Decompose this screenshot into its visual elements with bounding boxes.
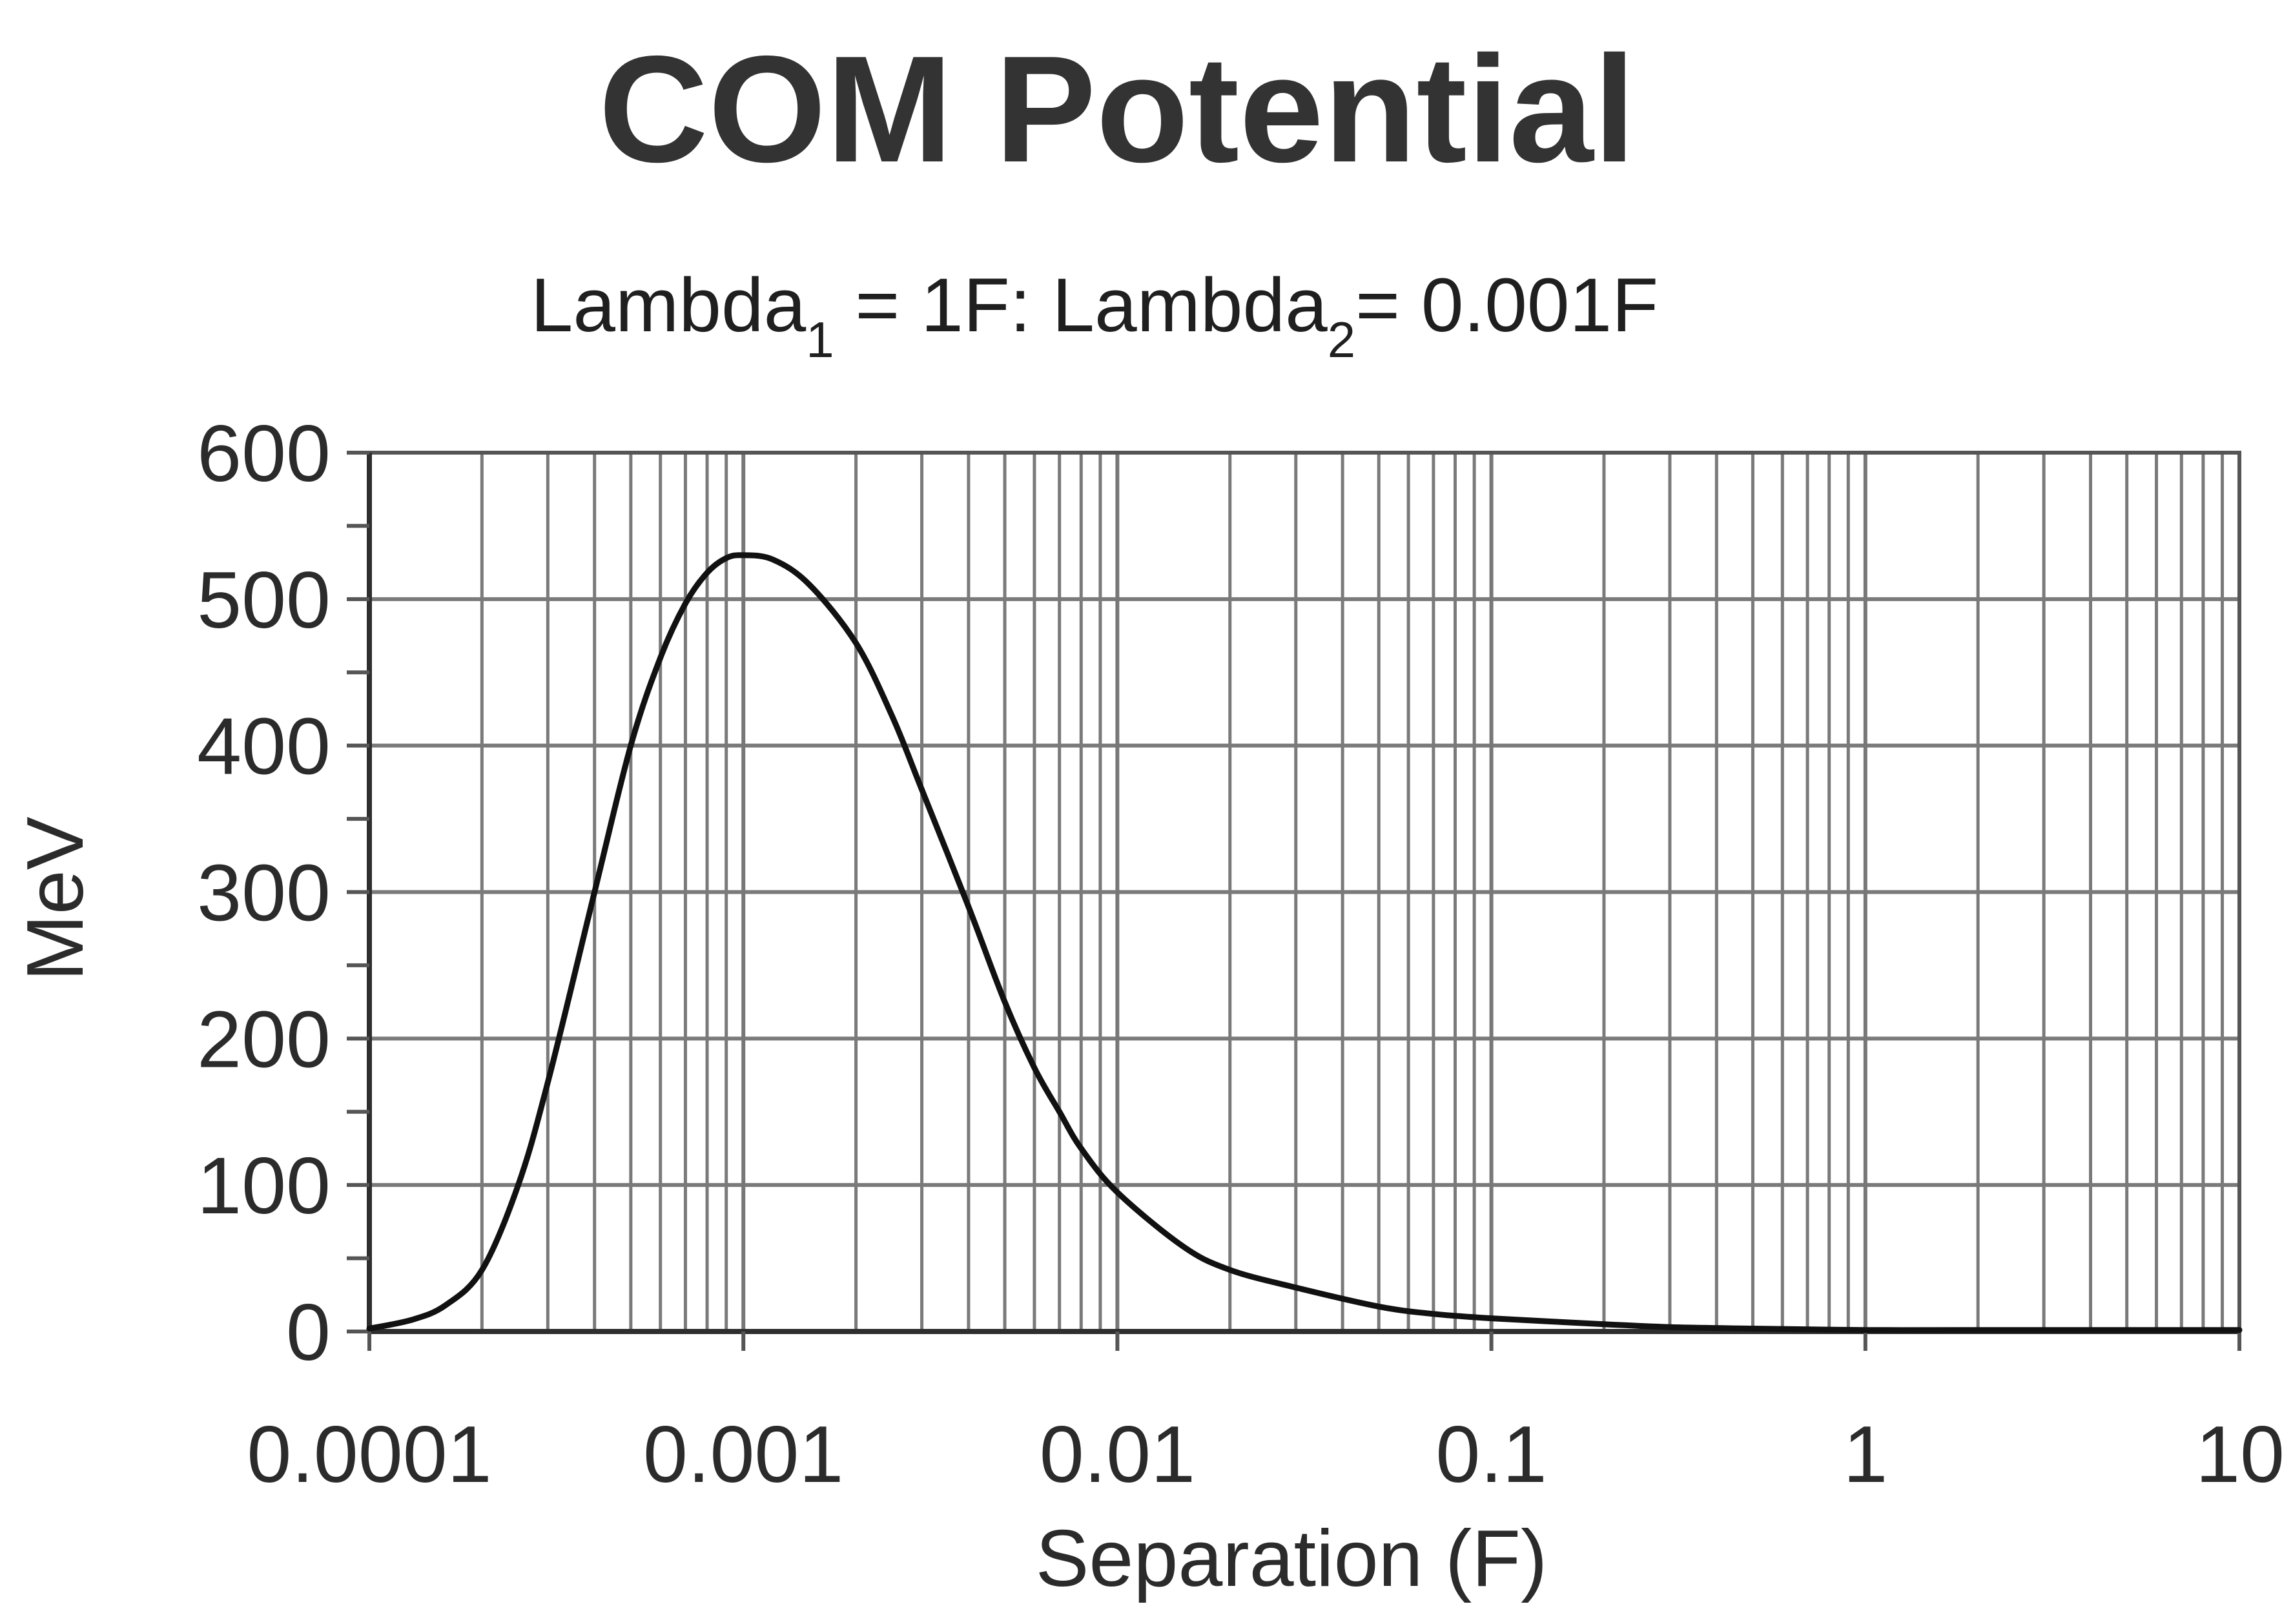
x-tick-label: 0.001 (643, 1410, 843, 1499)
series-line (366, 552, 2243, 1333)
subtitle-subscript-1: 1 (806, 311, 834, 368)
chart-subtitle: Lambda1 = 1F: Lambda2= 0.001F (531, 263, 1658, 368)
x-axis-ticks: 0.0001 0.001 0.01 0.1 1 10 (247, 1331, 2285, 1499)
y-axis-ticks: 0 100 200 300 400 500 600 (197, 409, 369, 1377)
x-tick-label: 0.0001 (247, 1410, 491, 1499)
y-tick-label: 500 (197, 556, 331, 645)
subtitle-value-2: = 0.001F (1355, 263, 1658, 348)
x-tick-label: 0.1 (1435, 1410, 1547, 1499)
x-tick-label: 0.01 (1040, 1410, 1195, 1499)
y-tick-label: 300 (197, 849, 331, 938)
x-tick-label: 10 (2195, 1410, 2285, 1499)
y-tick-label: 0 (286, 1288, 331, 1377)
series-group (366, 552, 2243, 1333)
y-axis-label: MeV (11, 816, 100, 981)
x-tick-label: 1 (1843, 1410, 1887, 1499)
plot-grid (367, 451, 2241, 1334)
subtitle-lambda-1: Lambda (531, 263, 807, 348)
chart-title: COM Potential (599, 24, 1636, 194)
y-tick-label: 100 (197, 1142, 331, 1231)
y-tick-label: 600 (197, 409, 331, 499)
y-tick-label: 200 (197, 995, 331, 1084)
y-tick-label: 400 (197, 703, 331, 792)
subtitle-lambda-2: = 1F: Lambda (834, 263, 1328, 348)
subtitle-subscript-2: 2 (1328, 311, 1355, 368)
x-axis-label: Separation (F) (1036, 1514, 1548, 1603)
